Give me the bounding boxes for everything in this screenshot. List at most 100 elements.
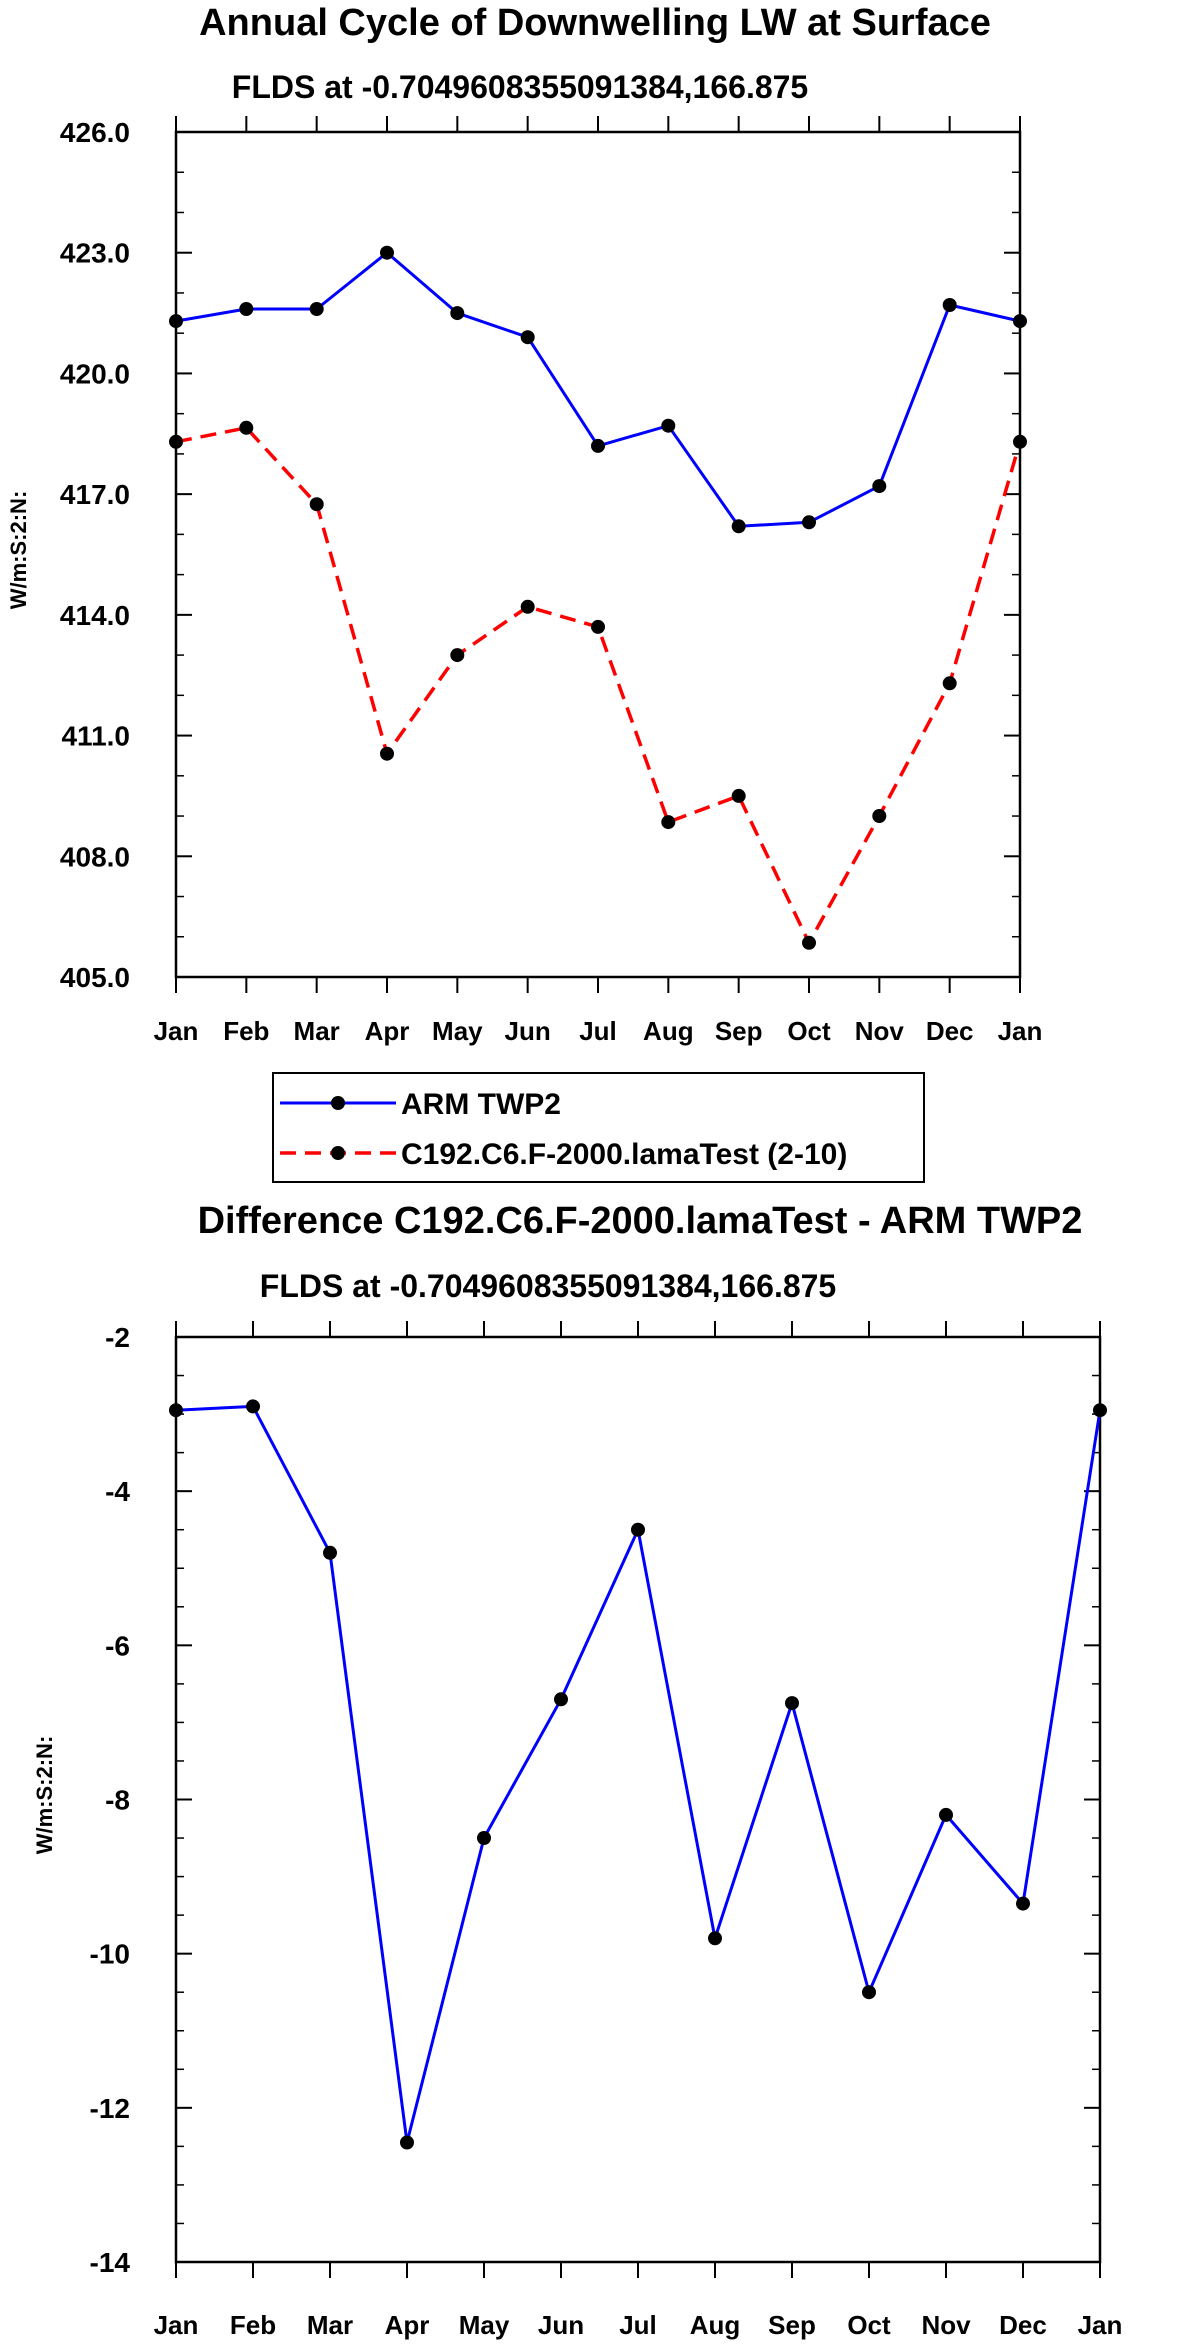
plot-frame (174, 1335, 1102, 2264)
chart-title: Difference C192.C6.F-2000.lamaTest - ARM… (198, 1200, 1083, 1242)
x-tick-label: Mar (307, 2310, 353, 2340)
data-point (450, 648, 465, 663)
x-tick-label: Jun (538, 2310, 584, 2340)
difference-chart: Difference C192.C6.F-2000.lamaTest - ARM… (32, 1200, 1122, 2340)
y-tick-label: -6 (105, 1630, 130, 1661)
series-line-1 (175, 426, 1022, 945)
legend-label-arm-twp2: ARM TWP2 (401, 1088, 561, 1121)
legend-marker-model (331, 1146, 345, 1160)
data-point (380, 245, 394, 260)
y-axis-label: W/m:S:2:N: (32, 1736, 57, 1855)
data-point (631, 1522, 645, 1537)
y-tick-label: 420.0 (60, 358, 130, 389)
y-tick-label: -4 (105, 1476, 130, 1507)
y-tick-label: 417.0 (60, 479, 130, 510)
y-tick-label: -10 (90, 1939, 130, 1970)
data-point (872, 809, 887, 823)
x-tick-label: Oct (787, 1016, 831, 1046)
data-point (802, 935, 816, 950)
y-tick-label: 414.0 (60, 600, 130, 631)
data-point (520, 330, 535, 345)
data-point (785, 1696, 799, 1711)
y-tick-label: 408.0 (60, 841, 130, 872)
x-tick-label: Jan (154, 2310, 199, 2340)
data-point (591, 619, 605, 634)
x-tick-label: Feb (223, 1016, 269, 1046)
x-tick-label: Dec (999, 2310, 1047, 2340)
data-point (661, 815, 676, 830)
data-point (477, 1831, 491, 1845)
plot-frame (174, 130, 1022, 979)
data-point (239, 420, 254, 435)
legend-label-model: C192.C6.F-2000.lamaTest (2-10) (401, 1138, 847, 1171)
y-tick-label: -8 (105, 1785, 130, 1816)
chart-title: Annual Cycle of Downwelling LW at Surfac… (199, 2, 991, 44)
data-point (309, 302, 324, 316)
x-tick-label: Aug (690, 2310, 741, 2340)
x-tick-label: Jan (998, 1016, 1043, 1046)
legend-marker-arm-twp2 (331, 1096, 345, 1110)
legend-box (272, 1072, 925, 1183)
x-tick-label: Nov (855, 1016, 905, 1046)
y-tick-label: -12 (90, 2093, 130, 2124)
x-tick-label: May (459, 2310, 510, 2340)
data-point (169, 434, 183, 449)
data-point (862, 1985, 876, 2000)
data-point (246, 1399, 260, 1414)
x-tick-label: Apr (365, 1016, 410, 1046)
series-line-0 (175, 1404, 1102, 2144)
x-tick-label: Mar (294, 1016, 340, 1046)
x-tick-label: Apr (385, 2310, 430, 2340)
annual-cycle-chart: Annual Cycle of Downwelling LW at Surfac… (6, 2, 1042, 1046)
x-tick-label: May (432, 1016, 483, 1046)
x-tick-label: Feb (230, 2310, 276, 2340)
x-tick-label: Jun (505, 1016, 551, 1046)
x-tick-label: Jan (1078, 2310, 1123, 2340)
x-tick-label: Nov (921, 2310, 971, 2340)
data-point (309, 497, 324, 512)
data-point (591, 438, 605, 453)
y-tick-label: 426.0 (60, 117, 130, 148)
legend: ARM TWP2 C192.C6.F-2000.lamaTest (2-10) (272, 1072, 925, 1183)
data-point (1093, 1403, 1107, 1418)
data-point (450, 306, 465, 321)
x-tick-label: Jan (154, 1016, 199, 1046)
data-point (169, 314, 183, 329)
data-point (708, 1931, 722, 1946)
x-tick-label: Jul (579, 1016, 617, 1046)
y-tick-label: 405.0 (60, 962, 130, 993)
chart-subtitle: FLDS at -0.7049608355091384,166.875 (232, 69, 808, 105)
data-point (1016, 1896, 1030, 1911)
chart-subtitle: FLDS at -0.7049608355091384,166.875 (260, 1268, 836, 1304)
data-point (1013, 434, 1027, 449)
y-tick-label: 423.0 (60, 238, 130, 269)
series-line-0 (175, 251, 1021, 528)
x-tick-label: Jul (619, 2310, 657, 2340)
data-point (942, 298, 957, 312)
data-point (323, 1545, 337, 1560)
y-tick-label: 411.0 (61, 721, 130, 752)
data-point (661, 418, 676, 433)
data-point (520, 599, 535, 614)
data-point (400, 2135, 414, 2150)
data-point (939, 1807, 953, 1822)
data-point (731, 788, 746, 803)
data-point (872, 479, 887, 494)
x-tick-label: Sep (715, 1016, 763, 1046)
data-point (731, 519, 746, 534)
data-point (554, 1692, 568, 1707)
x-tick-label: Oct (847, 2310, 891, 2340)
y-tick-label: -14 (90, 2247, 131, 2278)
data-point (169, 1403, 183, 1418)
data-point (380, 746, 394, 761)
x-tick-label: Dec (926, 1016, 974, 1046)
data-point (1013, 314, 1027, 329)
data-point (802, 515, 816, 530)
data-point (942, 676, 957, 691)
y-tick-label: -2 (105, 1322, 130, 1353)
data-point (239, 302, 254, 316)
x-tick-label: Sep (768, 2310, 816, 2340)
y-axis-label: W/m:S:2:N: (6, 491, 31, 610)
x-tick-label: Aug (643, 1016, 694, 1046)
